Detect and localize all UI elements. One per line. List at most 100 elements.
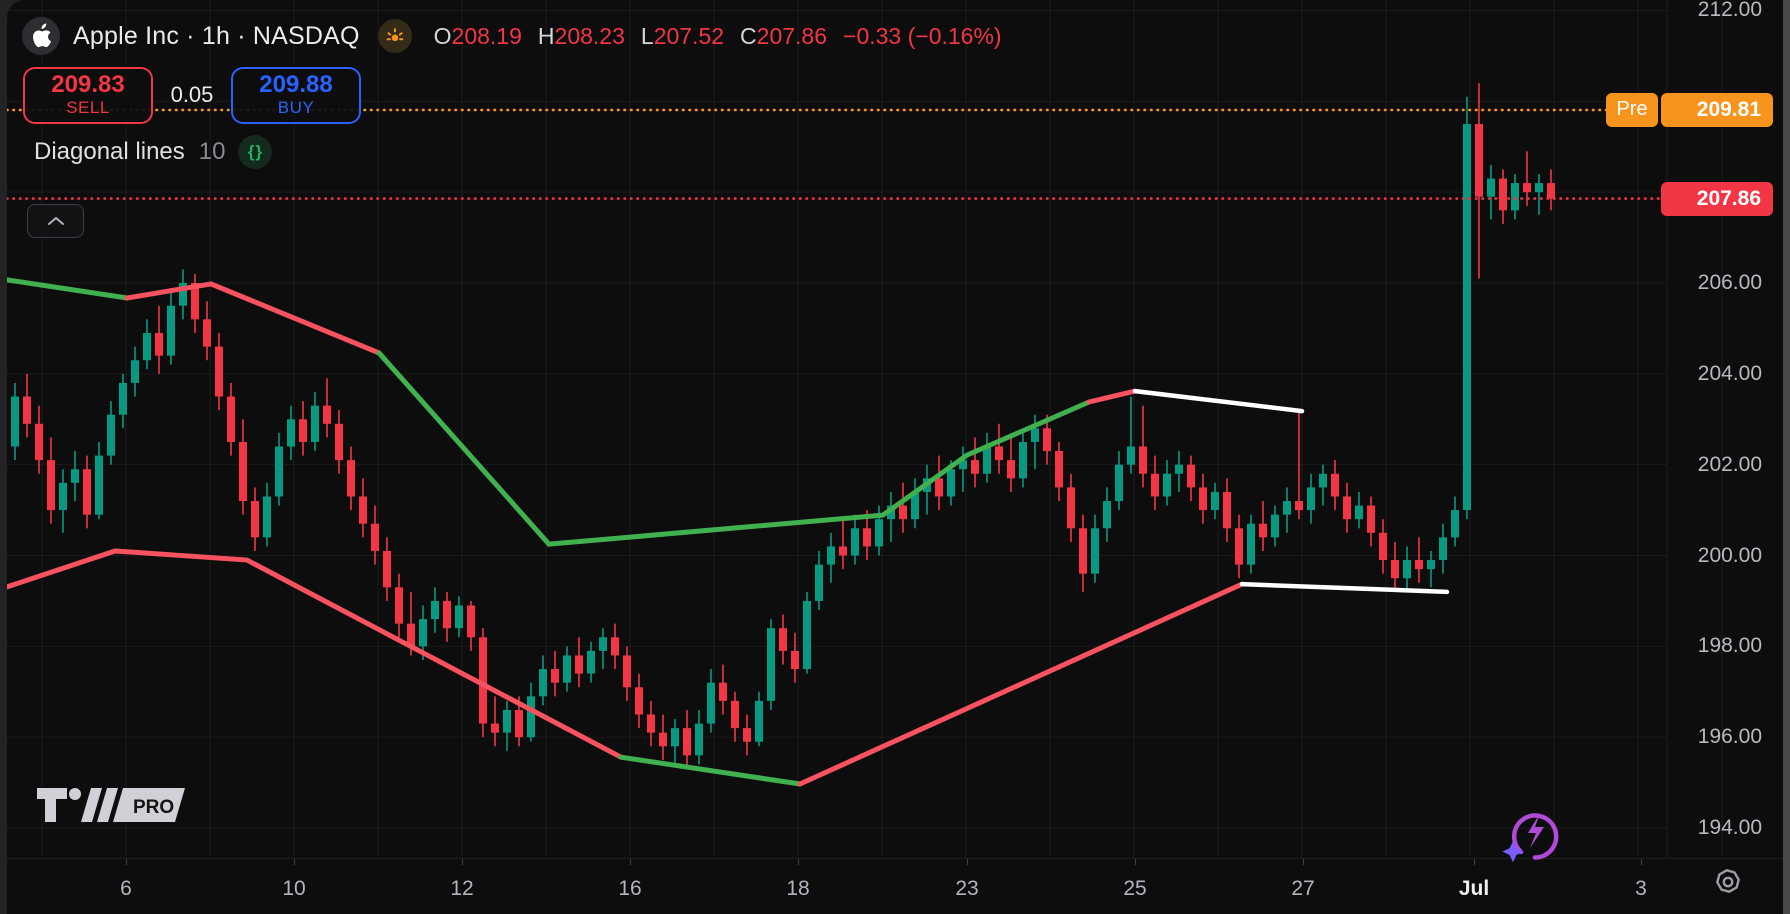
candle-down xyxy=(839,546,847,556)
candle-up xyxy=(983,446,991,474)
chevron-up-icon xyxy=(47,217,64,225)
candle-down xyxy=(299,419,307,442)
candle-down xyxy=(575,655,583,674)
candle-down xyxy=(335,423,343,461)
lightning-sparkle-icon xyxy=(1502,813,1559,863)
candle-down xyxy=(203,319,211,347)
candle-down xyxy=(1343,496,1351,520)
tradingview-logo[interactable]: PRO xyxy=(37,788,187,824)
candle-up xyxy=(167,305,175,356)
high-label: H xyxy=(537,22,555,49)
gear-icon xyxy=(1716,869,1740,893)
open-label: O xyxy=(433,22,452,49)
buy-label: BUY xyxy=(277,98,315,117)
time-axis-tick xyxy=(630,859,631,865)
time-axis-tick xyxy=(1135,859,1136,865)
lower-channel-line xyxy=(1239,581,1450,595)
candle-up xyxy=(707,682,715,724)
candle-up xyxy=(1115,464,1123,502)
candle-up xyxy=(275,446,283,497)
time-axis-label: 12 xyxy=(450,877,474,900)
ohlc-values: O208.19 H208.23 L207.52 C207.86 −0.33 (−… xyxy=(434,23,1002,50)
candle-down xyxy=(467,605,475,638)
candle-down xyxy=(1367,505,1375,533)
upper-channel-line xyxy=(1132,388,1305,414)
time-axis-label: 25 xyxy=(1123,877,1147,900)
chart-canvas[interactable] xyxy=(7,0,1783,858)
candle-down xyxy=(23,396,31,424)
candle-down xyxy=(1079,528,1087,574)
candle-down xyxy=(227,396,235,442)
candle-up xyxy=(1175,464,1183,474)
price-axis[interactable]: 212.00 206.00 204.00 202.00 200.00 198.00 196.… xyxy=(1606,0,1776,858)
candlestick-chart[interactable] xyxy=(7,0,1783,858)
candle-up xyxy=(503,709,511,733)
time-axis-tick xyxy=(1641,859,1642,865)
indicator-source-button[interactable]: {} xyxy=(238,135,273,169)
time-axis[interactable]: 6 10 12 16 18 23 25 27 Jul 3 xyxy=(7,858,1783,914)
candle-up xyxy=(95,455,103,515)
sell-price: 209.83 xyxy=(51,71,125,98)
candle-up xyxy=(119,382,127,415)
time-axis-label: Jul xyxy=(1458,877,1490,900)
candle-up xyxy=(1163,473,1171,497)
candle-down xyxy=(191,283,199,320)
candle-down xyxy=(1475,124,1483,197)
symbol-header: Apple Inc · 1h · NASDAQ O208.19 H208.23 … xyxy=(22,12,1002,60)
buy-button[interactable]: 209.88 BUY xyxy=(231,66,361,124)
candle-up xyxy=(671,728,679,747)
candle-up xyxy=(947,469,955,497)
candle-up xyxy=(875,519,883,547)
candle-up xyxy=(539,669,547,697)
candle-up xyxy=(131,360,139,383)
market-status-icon[interactable] xyxy=(377,19,412,53)
candle-down xyxy=(479,637,487,724)
time-axis-tick xyxy=(798,859,799,865)
candle-down xyxy=(1523,183,1531,193)
candle-down xyxy=(383,550,391,588)
candle-up xyxy=(1451,510,1459,538)
candle-down xyxy=(251,501,259,538)
symbol-title[interactable]: Apple Inc · 1h · NASDAQ xyxy=(73,21,360,50)
candle-down xyxy=(1055,451,1063,488)
candle-up xyxy=(1463,124,1471,511)
candle-up xyxy=(755,700,763,742)
candle-up xyxy=(815,564,823,601)
candle-down xyxy=(1151,473,1159,497)
time-axis-tick xyxy=(967,859,968,865)
candle-up xyxy=(1019,441,1027,479)
candle-down xyxy=(1187,464,1195,488)
candle-up xyxy=(803,600,811,670)
apple-logo-icon[interactable] xyxy=(22,17,60,55)
candle-down xyxy=(347,460,355,497)
upper-channel-line xyxy=(546,399,1092,547)
candle-down xyxy=(623,655,631,688)
candle-down xyxy=(443,600,451,629)
ai-assistant-button[interactable] xyxy=(1499,797,1565,872)
tradingview-pro-icon: PRO xyxy=(37,788,185,822)
collapse-legend-button[interactable] xyxy=(27,204,84,238)
axis-settings-button[interactable] xyxy=(1711,867,1745,906)
candle-down xyxy=(1199,487,1207,511)
sell-button[interactable]: 209.83 SELL xyxy=(23,66,153,124)
candle-up xyxy=(1211,491,1219,511)
candle-up xyxy=(1355,505,1363,520)
price-axis-label: 194.00 xyxy=(1697,816,1762,840)
upper-channel-line xyxy=(124,281,214,301)
price-axis-label: 198.00 xyxy=(1697,634,1762,658)
indicator-name[interactable]: Diagonal lines xyxy=(34,138,185,165)
time-axis-label: 23 xyxy=(955,877,979,900)
candle-down xyxy=(239,441,247,502)
price-axis-label: 204.00 xyxy=(1697,361,1762,385)
upper-channel-line xyxy=(7,277,130,301)
premarket-badge: Pre xyxy=(1606,92,1658,127)
candle-down xyxy=(1235,528,1243,565)
price-axis-label: 202.00 xyxy=(1697,452,1762,476)
candle-down xyxy=(1499,178,1507,211)
time-axis-label: 16 xyxy=(618,877,642,900)
candle-down xyxy=(35,423,43,461)
candle-up xyxy=(1091,528,1099,574)
spread-value: 0.05 xyxy=(170,82,214,107)
candle-up xyxy=(959,460,967,470)
indicator-legend[interactable]: Diagonal lines 10 {} xyxy=(34,133,273,171)
